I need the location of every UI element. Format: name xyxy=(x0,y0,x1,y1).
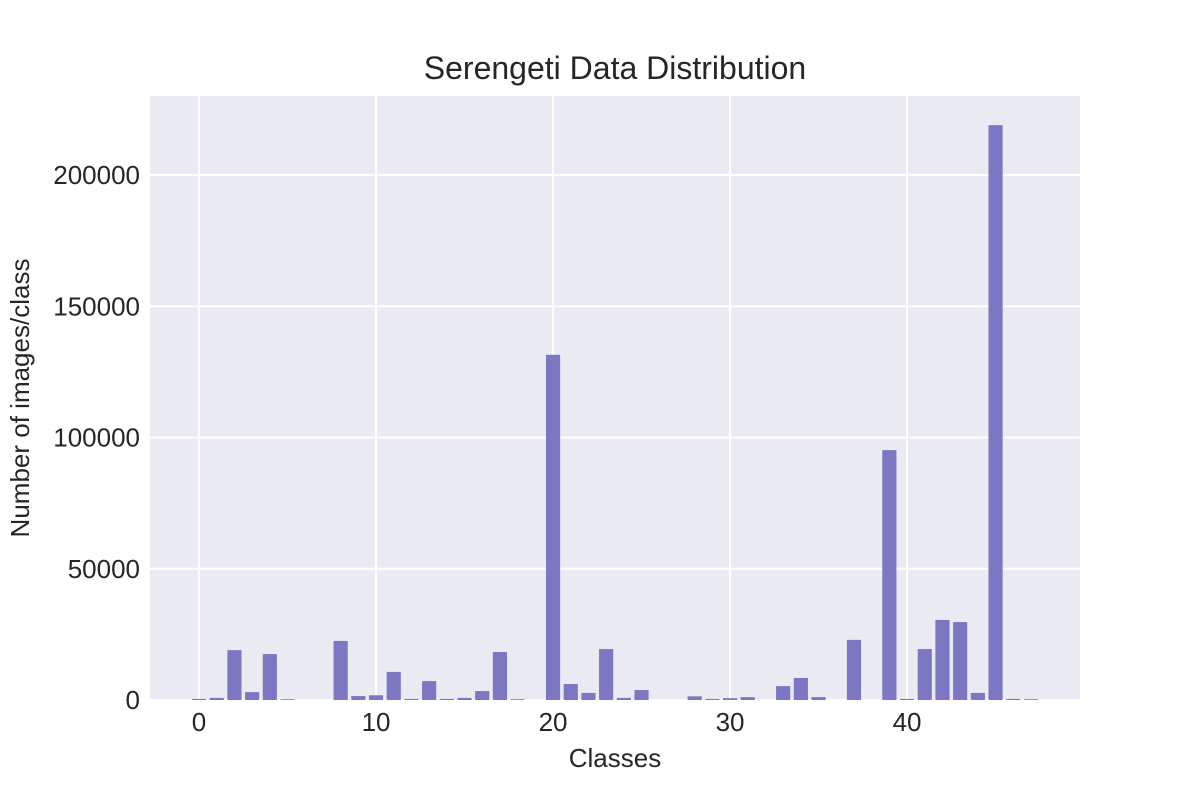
bar-class-28 xyxy=(687,696,702,700)
bar-class-43 xyxy=(953,622,968,700)
bar-class-33 xyxy=(776,686,791,700)
y-axis-label: Number of images/class xyxy=(5,259,35,538)
bar-class-18 xyxy=(510,699,525,700)
bar-class-29 xyxy=(705,698,720,700)
plot-background xyxy=(150,96,1080,700)
bar-class-1 xyxy=(209,697,224,700)
bar-class-10 xyxy=(368,695,384,700)
bar-class-3 xyxy=(245,692,260,700)
bar-class-21 xyxy=(563,683,578,700)
bar-class-12 xyxy=(404,698,419,700)
bar-class-47 xyxy=(1023,699,1039,700)
y-tick-label: 200000 xyxy=(53,160,140,190)
bar-class-45 xyxy=(988,125,1003,700)
bar-class-16 xyxy=(475,691,490,700)
bar-class-2 xyxy=(227,650,242,700)
bar-class-4 xyxy=(262,654,277,700)
bar-class-22 xyxy=(581,692,596,700)
gridlines xyxy=(150,96,1080,701)
bar-class-23 xyxy=(599,649,614,700)
bar-class-9 xyxy=(351,696,366,700)
bar-class-0 xyxy=(191,698,207,700)
bar-class-8 xyxy=(333,640,348,700)
bars xyxy=(191,125,1039,700)
bar-class-39 xyxy=(882,450,897,700)
tick-labels: 0 10 20 30 40 0 50000 100000 150000 200000 xyxy=(53,160,921,737)
bar-class-14 xyxy=(439,698,454,700)
x-tick-label: 0 xyxy=(192,707,206,737)
bar-class-37 xyxy=(846,639,862,700)
x-tick-label: 10 xyxy=(362,707,391,737)
bar-class-30 xyxy=(722,698,738,700)
chart-title: Serengeti Data Distribution xyxy=(424,50,806,86)
bar-class-31 xyxy=(740,697,755,700)
x-tick-label: 30 xyxy=(716,707,745,737)
bar-class-46 xyxy=(1006,698,1021,700)
bar-class-17 xyxy=(492,651,508,700)
bar-class-20 xyxy=(545,354,561,700)
bar-class-13 xyxy=(422,681,437,700)
bar-class-34 xyxy=(793,677,808,700)
bar-class-35 xyxy=(811,697,826,700)
bar-class-41 xyxy=(917,649,932,700)
bar-class-44 xyxy=(970,692,985,700)
bar-class-42 xyxy=(935,619,950,700)
x-axis-label: Classes xyxy=(569,743,661,773)
bar-class-25 xyxy=(634,690,649,700)
x-tick-label: 20 xyxy=(539,707,568,737)
bar-class-40 xyxy=(899,698,915,700)
y-tick-label: 0 xyxy=(126,685,140,715)
bar-class-11 xyxy=(386,671,401,700)
y-tick-label: 150000 xyxy=(53,291,140,321)
bar-class-15 xyxy=(457,697,472,700)
bar-class-24 xyxy=(616,697,631,700)
y-tick-label: 100000 xyxy=(53,423,140,453)
y-tick-label: 50000 xyxy=(68,554,140,584)
x-tick-label: 40 xyxy=(893,707,922,737)
bar-class-5 xyxy=(280,699,295,700)
